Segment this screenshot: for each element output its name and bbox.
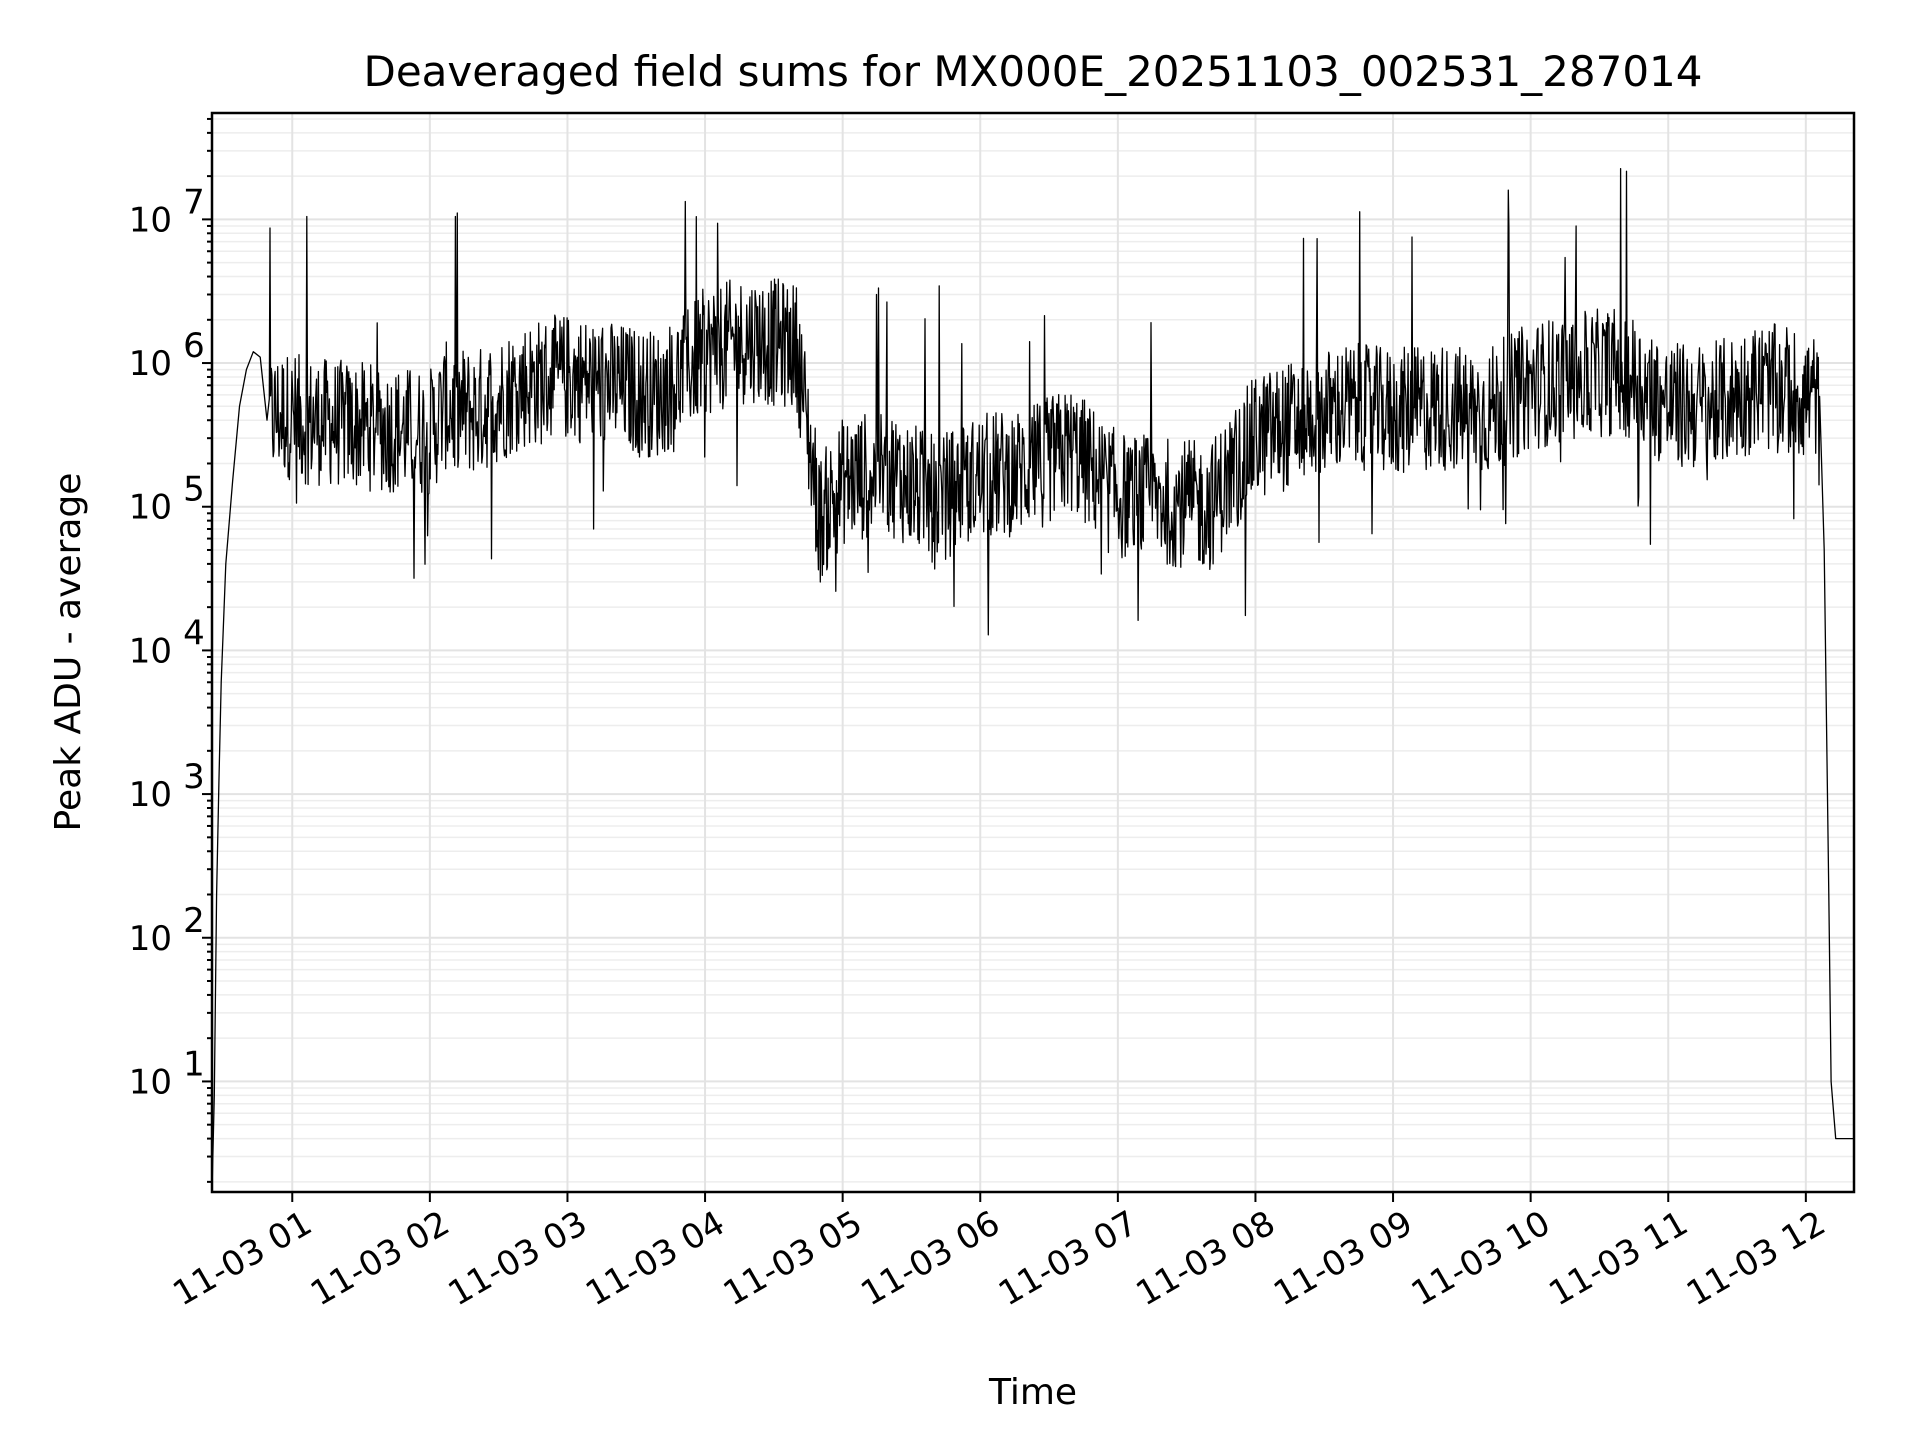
y-tick-label-exponent: 7 bbox=[183, 182, 205, 222]
y-tick-label: 10 bbox=[129, 631, 172, 671]
y-tick-label-exponent: 2 bbox=[183, 901, 205, 941]
series-line bbox=[211, 167, 1854, 1193]
y-tick-label: 10 bbox=[129, 488, 172, 528]
series-layer bbox=[211, 167, 1854, 1193]
y-tick-label-exponent: 1 bbox=[183, 1044, 205, 1084]
y-tick-label-exponent: 5 bbox=[183, 470, 205, 510]
y-tick-label-exponent: 6 bbox=[183, 326, 205, 366]
y-tick-label: 10 bbox=[129, 919, 172, 959]
x-axis-label: Time bbox=[988, 1372, 1077, 1413]
y-tick-label: 10 bbox=[129, 775, 172, 815]
y-axis-label: Peak ADU - average bbox=[48, 473, 89, 832]
grid-layer bbox=[212, 113, 1854, 1192]
y-tick-label: 10 bbox=[129, 200, 172, 240]
y-tick-label: 10 bbox=[129, 1062, 172, 1102]
plot-frame bbox=[210, 111, 1856, 1194]
y-tick-label-exponent: 4 bbox=[183, 613, 205, 653]
y-tick-label-exponent: 3 bbox=[183, 757, 205, 797]
y-tick-label: 10 bbox=[129, 344, 172, 384]
chart-title: Deaveraged field sums for MX000E_2025110… bbox=[364, 47, 1703, 96]
